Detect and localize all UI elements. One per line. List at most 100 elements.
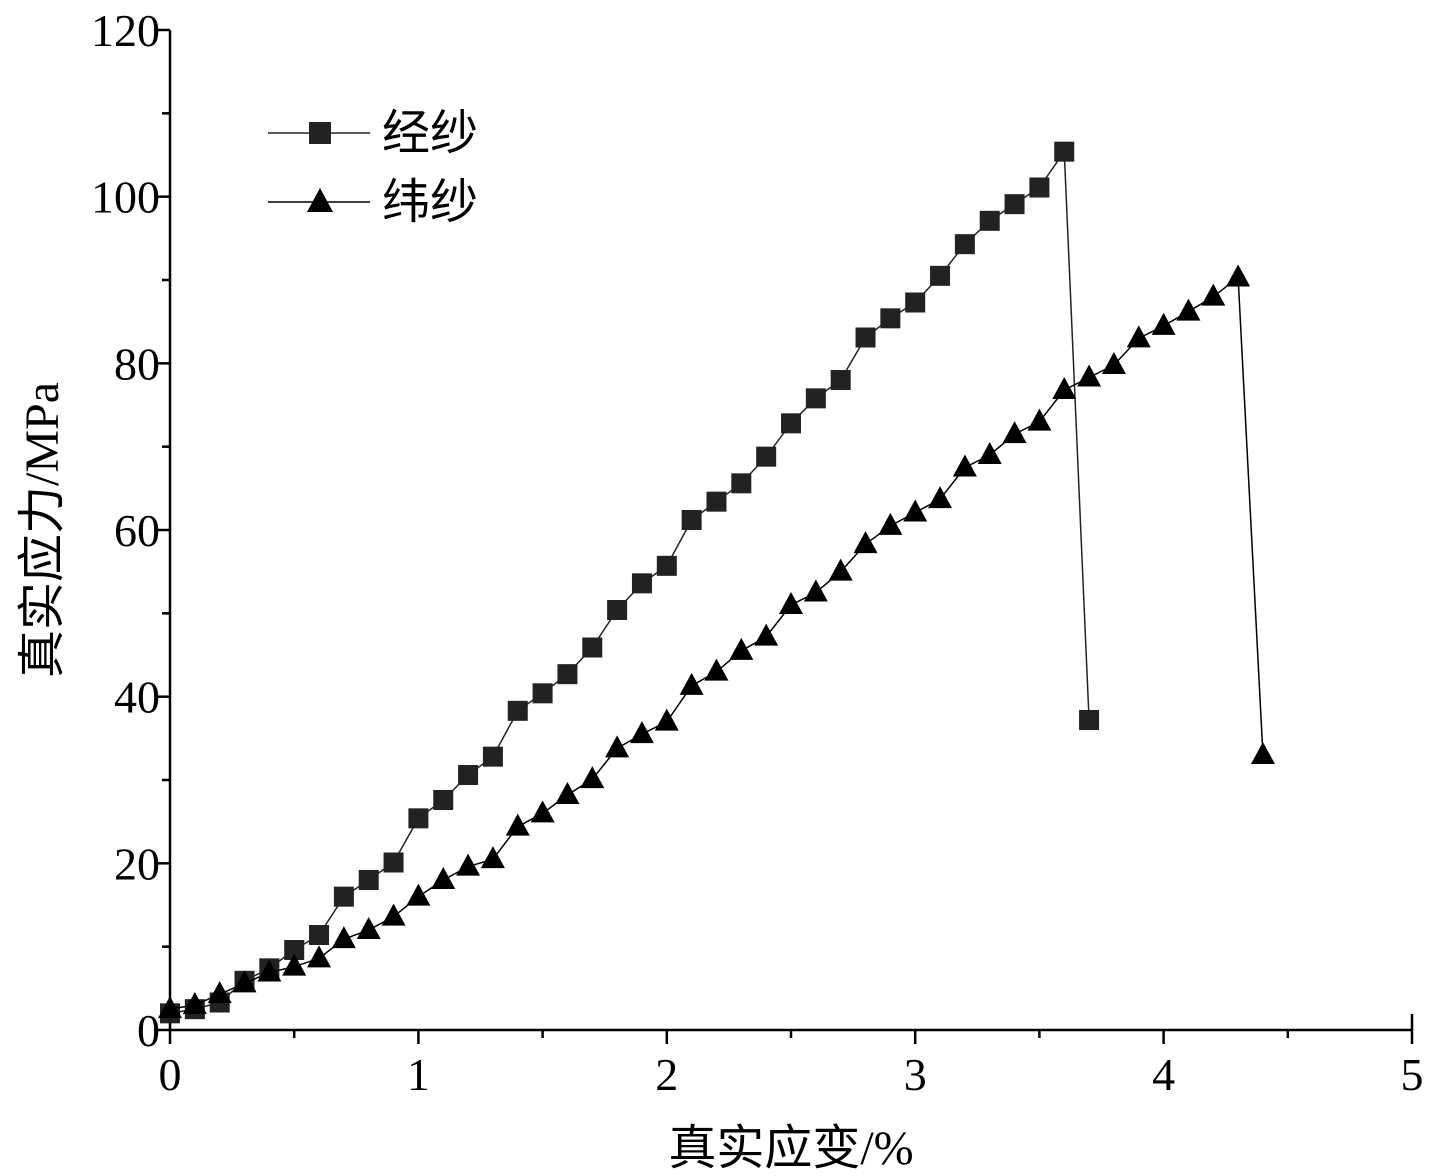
data-point-triangle (1027, 408, 1052, 431)
y-tick-label: 80 (114, 338, 160, 389)
data-point-square (1079, 710, 1100, 730)
data-point-triangle (555, 782, 580, 804)
data-point-square (557, 664, 578, 685)
data-point-triangle (853, 531, 878, 554)
x-tick-label: 1 (407, 1049, 430, 1100)
data-point-triangle (182, 992, 207, 1014)
series-weft (158, 264, 1275, 1019)
data-point-triangle (779, 592, 803, 614)
data-point-square (880, 308, 901, 329)
data-point-triangle (356, 917, 381, 939)
data-point-triangle (952, 454, 977, 477)
data-point-square (905, 292, 926, 313)
data-point-square (979, 210, 1000, 231)
data-point-triangle (1126, 325, 1151, 348)
x-ticks: 0 1 2 3 4 5 (159, 1030, 1424, 1100)
data-point-triangle (977, 442, 1002, 464)
data-point-square (656, 555, 677, 576)
data-point-square (631, 573, 652, 594)
data-point-square (333, 886, 354, 907)
data-point-triangle (605, 735, 630, 758)
data-point-square (781, 413, 801, 434)
y-tick-label: 0 (137, 1005, 160, 1056)
data-point-triangle (1052, 377, 1077, 399)
data-point-triangle (307, 945, 332, 968)
data-point-square (607, 600, 628, 620)
data-point-square (433, 790, 454, 810)
data-point-triangle (580, 766, 605, 789)
y-tick-label: 40 (114, 672, 160, 723)
data-point-triangle (381, 903, 406, 926)
y-tick-label: 60 (114, 505, 160, 556)
data-point-square (582, 637, 603, 658)
data-point-triangle (480, 846, 505, 869)
data-point-triangle (406, 883, 431, 906)
legend: 经纱 纬纱 (268, 107, 478, 229)
data-point-square (930, 265, 951, 286)
data-point-triangle (629, 721, 654, 744)
data-point-square (532, 683, 553, 704)
data-point-triangle (1002, 421, 1027, 444)
data-point-triangle (530, 800, 555, 823)
data-point-square (482, 746, 503, 767)
axes (168, 30, 1414, 1032)
data-point-square (309, 925, 330, 945)
y-tick-label: 100 (91, 172, 160, 223)
y-tick-label: 120 (91, 5, 160, 56)
data-point-square (756, 446, 777, 467)
data-point-triangle (1201, 283, 1226, 306)
data-point-square (383, 852, 404, 873)
data-point-triangle (207, 981, 232, 1004)
x-tick-label: 3 (904, 1049, 927, 1100)
data-point-square (805, 388, 826, 409)
data-point-square (1004, 194, 1025, 215)
data-point-triangle (431, 867, 456, 889)
data-point-square (1029, 177, 1050, 198)
data-point-triangle (158, 996, 182, 1019)
data-point-square (1054, 141, 1075, 162)
data-point-triangle (456, 853, 481, 876)
legend-marker-weft (307, 188, 333, 212)
legend-label-weft: 纬纱 (382, 176, 478, 229)
data-point-square (507, 700, 528, 721)
data-point-triangle (1250, 742, 1275, 764)
data-point-triangle (903, 499, 928, 522)
data-point-triangle (282, 953, 307, 976)
data-point-square (731, 473, 752, 494)
x-tick-label: 4 (1152, 1049, 1175, 1100)
legend-label-warp: 经纱 (382, 107, 478, 160)
data-point-triangle (1226, 264, 1251, 287)
data-point-triangle (928, 486, 953, 509)
data-point-triangle (878, 512, 903, 535)
data-point-square (830, 370, 851, 390)
data-point-square (681, 510, 702, 530)
data-point-triangle (1101, 352, 1126, 374)
y-ticks: 0 20 40 60 80 100 120 (91, 5, 170, 1056)
data-point-triangle (1151, 312, 1176, 335)
data-point-triangle (729, 637, 754, 660)
data-point-square (954, 234, 975, 255)
data-point-square (284, 940, 305, 960)
y-tick-label: 20 (114, 838, 160, 889)
data-point-square (358, 870, 379, 890)
data-point-triangle (257, 959, 282, 982)
legend-marker-warp (309, 122, 331, 144)
data-point-triangle (505, 813, 530, 836)
data-point-triangle (654, 708, 679, 731)
data-point-triangle (803, 579, 828, 602)
data-point-triangle (828, 558, 853, 581)
data-point-triangle (679, 672, 704, 695)
data-point-triangle (704, 658, 729, 681)
x-tick-label: 0 (159, 1049, 182, 1100)
series-layer (158, 141, 1275, 1024)
data-point-triangle (331, 926, 356, 949)
data-point-square (855, 327, 876, 348)
data-point-triangle (232, 970, 257, 993)
data-point-square (458, 765, 479, 785)
series-line (169, 149, 1090, 1015)
data-point-square (706, 491, 727, 512)
y-axis-title: 真实应力/MPa (16, 382, 69, 678)
data-point-triangle (1077, 364, 1102, 387)
x-tick-label: 5 (1401, 1049, 1424, 1100)
